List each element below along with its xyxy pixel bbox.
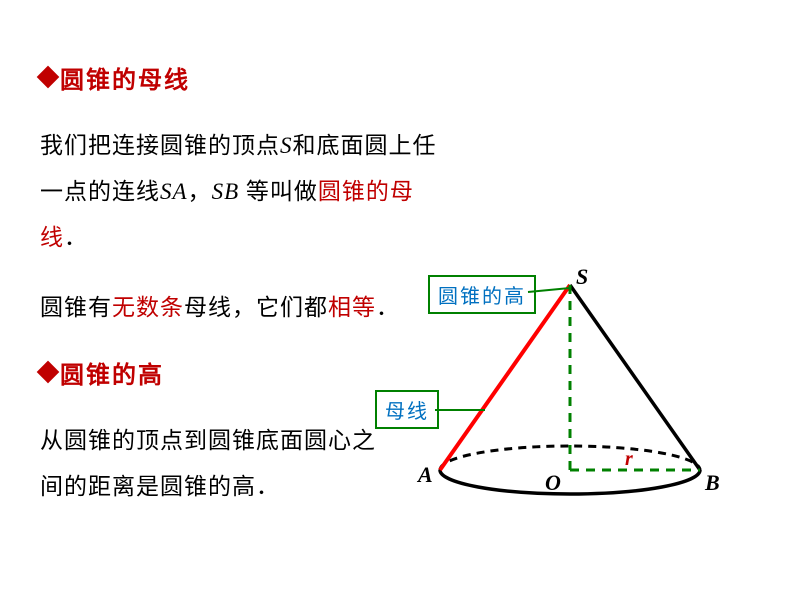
p1-S: S: [280, 133, 293, 158]
p2-pre: 圆锥有: [40, 295, 112, 320]
label-B: B: [705, 470, 720, 496]
section1-para1: 我们把连接圆锥的顶点S和底面圆上任一点的连线SA，SB 等叫做圆锥的母线．: [40, 123, 460, 261]
cone-diagram: S A O B r: [400, 270, 760, 510]
label-S: S: [576, 264, 588, 290]
diamond-icon-2: [37, 360, 60, 383]
p2-k2: 相等: [328, 295, 376, 320]
label-O: O: [545, 470, 561, 496]
section2-para: 从圆锥的顶点到圆锥底面圆心之间的距离是圆锥的高．: [40, 418, 380, 510]
label-A: A: [418, 462, 433, 488]
p1-pre: 我们把连接圆锥的顶点: [40, 133, 280, 158]
section1-title: 圆锥的母线: [60, 60, 190, 95]
p1-comma: ，: [188, 179, 212, 204]
section2-title: 圆锥的高: [60, 355, 164, 390]
p1-mid2: 等叫做: [239, 179, 318, 204]
ellipse-front: [440, 470, 700, 494]
diamond-icon: [37, 65, 60, 88]
slant-SB: [570, 285, 700, 470]
p2-k1: 无数条: [112, 295, 184, 320]
p1-SB: SB: [212, 179, 240, 204]
p1-SA: SA: [160, 179, 188, 204]
section1-heading: 圆锥的母线: [40, 60, 760, 95]
p1-end: ．: [64, 225, 88, 250]
p3: 从圆锥的顶点到圆锥底面圆心之间的距离是圆锥的高．: [40, 428, 376, 499]
label-r: r: [625, 448, 633, 471]
slant-SA: [440, 285, 570, 470]
p2-mid: 母线，它们都: [184, 295, 328, 320]
p2-end: ．: [376, 295, 400, 320]
